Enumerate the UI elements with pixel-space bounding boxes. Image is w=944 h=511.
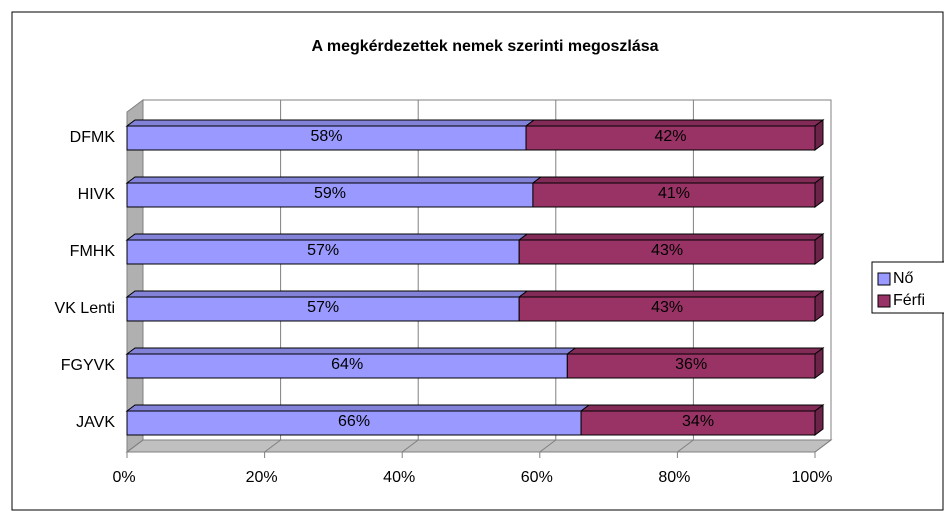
x-tick-label: 20% — [246, 469, 278, 486]
grid-line — [264, 439, 281, 453]
bar-end — [814, 404, 824, 436]
bar-top — [531, 176, 825, 184]
bar-top — [579, 404, 825, 412]
bar-end — [814, 176, 824, 208]
data-label: 43% — [651, 299, 683, 316]
data-label: 43% — [651, 242, 683, 259]
side-wall — [126, 99, 144, 453]
bar — [126, 125, 527, 151]
bar — [580, 410, 816, 436]
bar-top — [517, 290, 825, 298]
x-tick-label: 60% — [521, 469, 553, 486]
bar-end — [814, 233, 824, 265]
data-label: 64% — [331, 356, 363, 373]
grid-line — [126, 439, 144, 453]
bar-top — [524, 119, 825, 127]
bar — [525, 125, 816, 151]
data-label: 58% — [311, 128, 343, 145]
bar-top — [565, 347, 825, 355]
bar — [126, 410, 582, 436]
data-label: 34% — [682, 413, 714, 430]
bar-top — [125, 290, 529, 298]
x-tick-label: 40% — [383, 469, 415, 486]
data-label: 59% — [314, 185, 346, 202]
y-tick-label: DFMK — [70, 129, 116, 146]
bar-top — [517, 233, 825, 241]
bar-top — [125, 233, 529, 241]
bar — [126, 182, 534, 208]
legend-label: Férfi — [893, 292, 925, 309]
y-tick-label: VK Lenti — [55, 300, 115, 317]
data-label: 57% — [307, 299, 339, 316]
bar-top — [125, 347, 577, 355]
bar-top — [125, 119, 536, 127]
grid-line — [401, 439, 419, 453]
data-label: 36% — [675, 356, 707, 373]
legend-swatch — [877, 294, 891, 308]
bar — [532, 182, 816, 208]
bar-top — [125, 176, 543, 184]
x-tick-label: 0% — [112, 469, 135, 486]
legend-label: Nő — [893, 270, 914, 287]
y-tick-label: FMHK — [70, 243, 116, 260]
chart-title: A megkérdezettek nemek szerinti megoszlá… — [311, 38, 658, 55]
bar-end — [814, 119, 824, 151]
y-tick-label: FGYVK — [61, 357, 116, 374]
legend: Nő Férfi — [871, 261, 944, 314]
data-label: 42% — [655, 128, 687, 145]
bar — [126, 296, 520, 322]
bar-end — [814, 290, 824, 322]
bar — [518, 239, 816, 265]
back-wall — [142, 99, 832, 441]
data-label: 57% — [307, 242, 339, 259]
bar-top — [125, 404, 591, 412]
grid-line — [814, 439, 832, 453]
grid-line — [677, 439, 694, 453]
y-tick-label: HIVK — [78, 186, 116, 203]
bar — [126, 239, 520, 265]
bar — [126, 353, 568, 379]
grid-line — [539, 439, 557, 453]
floor — [125, 439, 833, 453]
x-tick-label: 80% — [658, 469, 690, 486]
data-label: 66% — [338, 413, 370, 430]
x-tick-label: 100% — [792, 469, 833, 486]
y-tick-label: JAVK — [76, 414, 115, 431]
legend-swatch — [877, 272, 891, 286]
bar-end — [814, 347, 824, 379]
data-label: 41% — [658, 185, 690, 202]
